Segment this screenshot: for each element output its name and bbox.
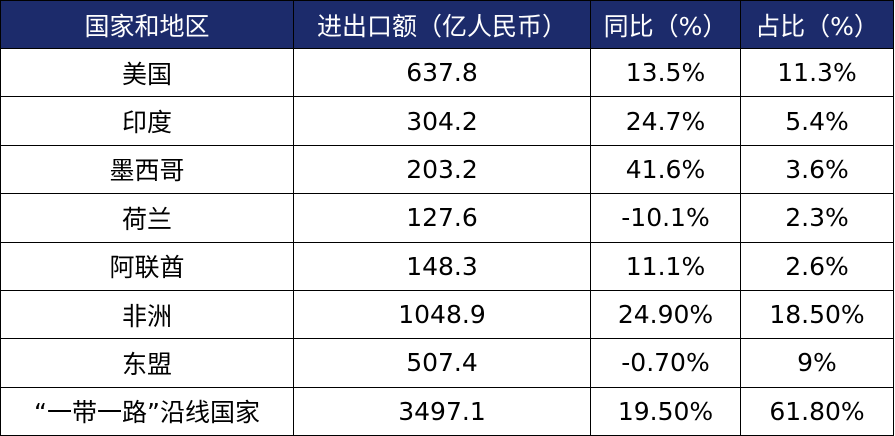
- table-row: 墨西哥 203.2 41.6% 3.6%: [0, 144, 894, 195]
- header-cell: 占比（%）: [740, 0, 894, 49]
- region-cell: 非洲: [0, 289, 294, 340]
- table-row: 美国 637.8 13.5% 11.3%: [0, 47, 894, 98]
- value-cell: -10.1%: [590, 193, 741, 243]
- table-row: 非洲 1048.9 24.90% 18.50%: [0, 289, 894, 340]
- value-cell: 18.50%: [740, 289, 894, 340]
- table-row: 东盟 507.4 -0.70% 9%: [0, 338, 894, 388]
- value-cell: 203.2: [293, 144, 591, 195]
- value-cell: 637.8: [293, 47, 591, 98]
- value-cell: 19.50%: [590, 386, 741, 436]
- value-cell: 24.7%: [590, 96, 741, 146]
- region-cell: 荷兰: [0, 193, 294, 243]
- region-cell: 墨西哥: [0, 144, 294, 195]
- table-row: 印度 304.2 24.7% 5.4%: [0, 96, 894, 146]
- header-cell: 进出口额（亿人民币）: [293, 0, 591, 49]
- header-cell: 同比（%）: [590, 0, 741, 49]
- value-cell: 148.3: [293, 241, 591, 291]
- value-cell: 24.90%: [590, 289, 741, 340]
- value-cell: 1048.9: [293, 289, 591, 340]
- value-cell: 2.6%: [740, 241, 894, 291]
- value-cell: 41.6%: [590, 144, 741, 195]
- region-cell: “一带一路”沿线国家: [0, 386, 294, 436]
- header-row: 国家和地区 进出口额（亿人民币） 同比（%） 占比（%）: [0, 0, 894, 49]
- value-cell: 3497.1: [293, 386, 591, 436]
- value-cell: 127.6: [293, 193, 591, 243]
- region-cell: 美国: [0, 47, 294, 98]
- value-cell: 2.3%: [740, 193, 894, 243]
- region-cell: 阿联酋: [0, 241, 294, 291]
- header-cell: 国家和地区: [0, 0, 294, 49]
- value-cell: 3.6%: [740, 144, 894, 195]
- table-row: “一带一路”沿线国家 3497.1 19.50% 61.80%: [0, 386, 894, 436]
- table-row: 荷兰 127.6 -10.1% 2.3%: [0, 193, 894, 243]
- value-cell: 304.2: [293, 96, 591, 146]
- value-cell: -0.70%: [590, 338, 741, 388]
- region-cell: 印度: [0, 96, 294, 146]
- region-cell: 东盟: [0, 338, 294, 388]
- value-cell: 11.3%: [740, 47, 894, 98]
- value-cell: 13.5%: [590, 47, 741, 98]
- table-body: 美国 637.8 13.5% 11.3% 印度 304.2 24.7% 5.4% 墨西哥 203.…: [0, 47, 894, 436]
- value-cell: 5.4%: [740, 96, 894, 146]
- value-cell: 61.80%: [740, 386, 894, 436]
- table-row: 阿联酋 148.3 11.1% 2.6%: [0, 241, 894, 291]
- value-cell: 11.1%: [590, 241, 741, 291]
- value-cell: 9%: [740, 338, 894, 388]
- value-cell: 507.4: [293, 338, 591, 388]
